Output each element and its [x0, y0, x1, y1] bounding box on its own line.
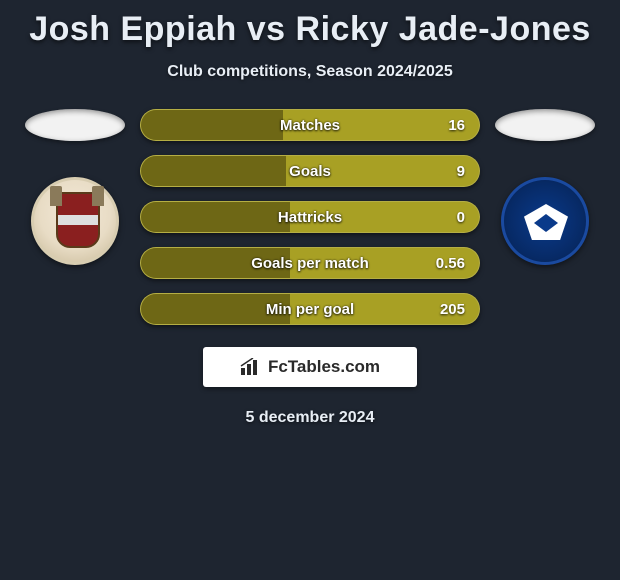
left-flag-oval [25, 109, 125, 141]
stat-label: Goals [141, 163, 479, 180]
stat-bar-hattricks: Hattricks 0 [140, 201, 480, 233]
stat-bar-gpm: Goals per match 0.56 [140, 247, 480, 279]
stat-label: Goals per match [141, 255, 479, 272]
stat-bars: Matches 16 Goals 9 Hattricks 0 Goals per… [130, 109, 490, 325]
chart-icon [240, 358, 262, 376]
page-title: Josh Eppiah vs Ricky Jade-Jones [0, 0, 620, 49]
stat-bar-matches: Matches 16 [140, 109, 480, 141]
stat-label: Hattricks [141, 209, 479, 226]
right-club-badge [501, 177, 589, 265]
stat-value: 9 [457, 163, 465, 180]
right-flag-oval [495, 109, 595, 141]
stat-value: 0 [457, 209, 465, 226]
stat-label: Min per goal [141, 301, 479, 318]
branding-badge: FcTables.com [203, 347, 417, 387]
left-club-badge [31, 177, 119, 265]
stat-label: Matches [141, 117, 479, 134]
stat-value: 205 [440, 301, 465, 318]
subtitle: Club competitions, Season 2024/2025 [0, 63, 620, 81]
stat-bar-mpg: Min per goal 205 [140, 293, 480, 325]
stat-value: 16 [448, 117, 465, 134]
stat-value: 0.56 [436, 255, 465, 272]
date-line: 5 december 2024 [0, 409, 620, 427]
stat-bar-goals: Goals 9 [140, 155, 480, 187]
comparison-row: Matches 16 Goals 9 Hattricks 0 Goals per… [0, 109, 620, 325]
right-player-col [490, 109, 600, 265]
branding-text: FcTables.com [268, 357, 380, 377]
left-player-col [20, 109, 130, 265]
